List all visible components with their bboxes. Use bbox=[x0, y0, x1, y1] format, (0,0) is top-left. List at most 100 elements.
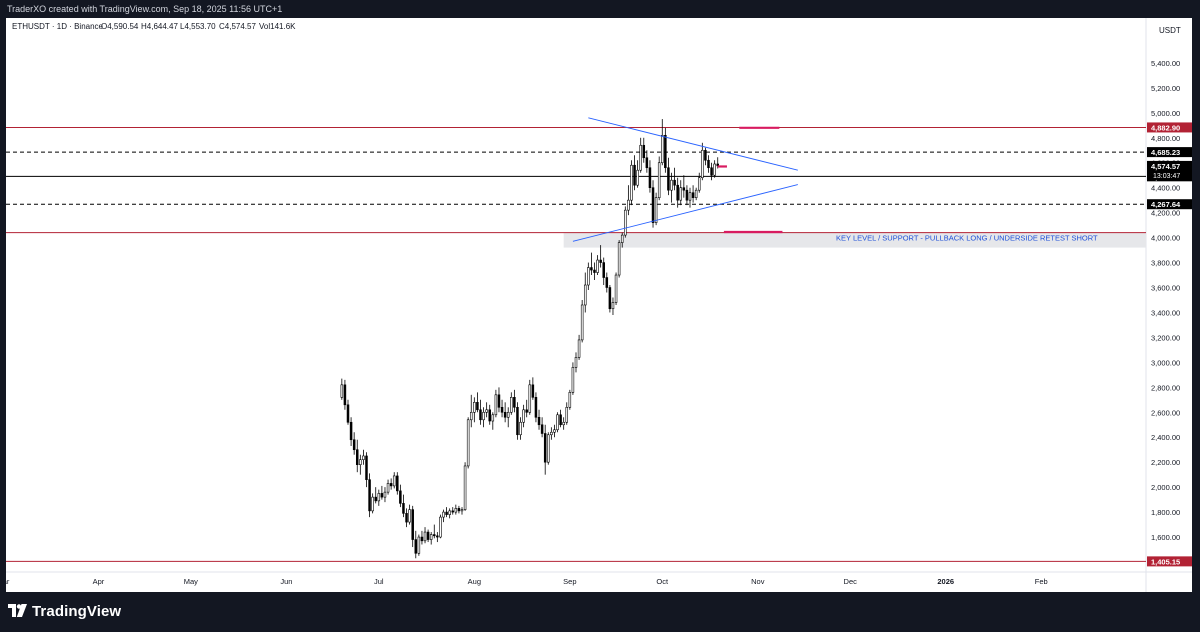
candle-body bbox=[571, 367, 575, 393]
candle-body bbox=[559, 414, 562, 426]
price-tick-label: 2,800.00 bbox=[1151, 383, 1180, 392]
candle-body bbox=[590, 267, 593, 271]
price-level-tag-bg bbox=[1147, 122, 1192, 133]
candle-body bbox=[519, 421, 522, 436]
candle-body bbox=[386, 483, 390, 493]
candle-body bbox=[371, 496, 374, 512]
price-level-tag-bg bbox=[1147, 147, 1192, 158]
candle-body bbox=[574, 357, 578, 368]
trendline bbox=[588, 117, 798, 171]
candle-body bbox=[362, 455, 365, 461]
candle-body bbox=[537, 416, 541, 426]
price-tick-label: 3,200.00 bbox=[1151, 333, 1180, 342]
candle-body bbox=[488, 409, 491, 422]
candle-body bbox=[352, 439, 356, 451]
candle-body bbox=[682, 187, 686, 191]
candle-body bbox=[506, 411, 510, 418]
candle-body bbox=[547, 434, 550, 463]
candle-body bbox=[636, 169, 639, 186]
time-axis[interactable]: Mar Apr May Jun Jul Aug Sep Oct Nov Dec 2026 Feb bbox=[6, 577, 1048, 586]
price-level-tag: 1,405.15 bbox=[1151, 557, 1180, 566]
candle-body bbox=[676, 184, 679, 201]
legend-low: L4,553.70 bbox=[180, 22, 216, 31]
candle-body bbox=[500, 406, 504, 413]
candle-body bbox=[620, 234, 624, 243]
candle-body bbox=[442, 511, 445, 518]
candle-body bbox=[528, 384, 532, 413]
price-tick-label: 5,200.00 bbox=[1151, 84, 1180, 93]
price-tick-label: 2,600.00 bbox=[1151, 408, 1180, 417]
candle-body bbox=[617, 242, 621, 276]
candle-body bbox=[614, 274, 618, 303]
candle-body bbox=[583, 284, 587, 306]
candle-body bbox=[587, 267, 590, 286]
ohlc-legend: ETHUSDT · 1D · Binance O4,590.54 H4,644.… bbox=[12, 22, 296, 31]
candle-body bbox=[383, 491, 387, 498]
price-level-tag-bg bbox=[1147, 556, 1192, 567]
candle-body bbox=[577, 339, 581, 358]
currency-label: USDT bbox=[1159, 26, 1181, 35]
candle-body bbox=[602, 262, 605, 278]
candle-body bbox=[494, 394, 498, 416]
candle-body bbox=[685, 189, 689, 201]
candle-body bbox=[627, 199, 630, 211]
candle-body bbox=[710, 167, 713, 176]
time-tick-label: Mar bbox=[6, 577, 10, 586]
time-tick-label: Feb bbox=[1035, 577, 1048, 586]
candle-body bbox=[645, 157, 649, 169]
legend-close: C4,574.57 bbox=[219, 22, 256, 31]
chart-area[interactable]: USDT ETHUSDT · 1D · Binance O4,590.54 H4… bbox=[6, 18, 1192, 592]
candle-body bbox=[701, 149, 704, 179]
candle-body bbox=[605, 277, 609, 288]
support-zone-box bbox=[563, 232, 1146, 248]
candle-body bbox=[405, 513, 408, 523]
price-tick-label: 2,400.00 bbox=[1151, 433, 1180, 442]
candle-body bbox=[688, 192, 692, 201]
candle-body bbox=[679, 187, 683, 201]
time-tick-label: Jun bbox=[280, 577, 292, 586]
candle-body bbox=[436, 535, 439, 538]
candle-body bbox=[608, 287, 612, 310]
candle-body bbox=[414, 539, 418, 554]
candle-body bbox=[540, 424, 544, 434]
countdown-tag: 13:03:47 bbox=[1153, 173, 1180, 180]
candle-body bbox=[346, 404, 350, 423]
candle-body bbox=[697, 177, 701, 191]
candle-body bbox=[704, 149, 707, 161]
price-tick-label: 3,000.00 bbox=[1151, 358, 1180, 367]
candle-body bbox=[460, 509, 464, 512]
candle-body bbox=[642, 144, 646, 159]
price-tick-label: 1,800.00 bbox=[1151, 508, 1180, 517]
price-level-tag: 4,685.23 bbox=[1151, 148, 1180, 157]
candle-body bbox=[426, 531, 430, 540]
candle-body bbox=[473, 402, 476, 413]
price-tick-label: 4,800.00 bbox=[1151, 134, 1180, 143]
candle-body bbox=[556, 414, 559, 431]
candle-body bbox=[522, 409, 525, 423]
candle-body bbox=[624, 209, 627, 236]
candle-body bbox=[553, 429, 556, 433]
top-bar: TraderXO created with TradingView.com, S… bbox=[0, 0, 1200, 18]
candle-body bbox=[651, 187, 655, 223]
candle-body bbox=[377, 493, 381, 502]
candle-body bbox=[691, 192, 695, 198]
candle-body bbox=[411, 509, 414, 540]
trendline bbox=[572, 184, 798, 242]
price-chart[interactable]: USDT ETHUSDT · 1D · Binance O4,590.54 H4… bbox=[6, 18, 1192, 592]
candle-body bbox=[448, 510, 451, 515]
candle-body bbox=[580, 304, 584, 341]
candle-body bbox=[380, 493, 384, 498]
candle-body bbox=[667, 167, 670, 191]
time-tick-label: Sep bbox=[563, 577, 576, 586]
candle-body bbox=[408, 509, 411, 523]
candle-body bbox=[633, 164, 636, 186]
last-price-tag-bg bbox=[1147, 160, 1192, 180]
price-axis[interactable]: 1,600.00 1,800.00 2,000.00 2,200.00 2,400.00… bbox=[1151, 59, 1180, 542]
candle-body bbox=[349, 421, 353, 441]
price-level-tag: 4,267.64 bbox=[1151, 200, 1181, 209]
candle-body bbox=[399, 490, 402, 504]
candle-body bbox=[417, 536, 421, 554]
candle-body bbox=[497, 394, 501, 408]
tradingview-brand: TradingView bbox=[32, 603, 122, 620]
candle-body bbox=[368, 479, 371, 512]
